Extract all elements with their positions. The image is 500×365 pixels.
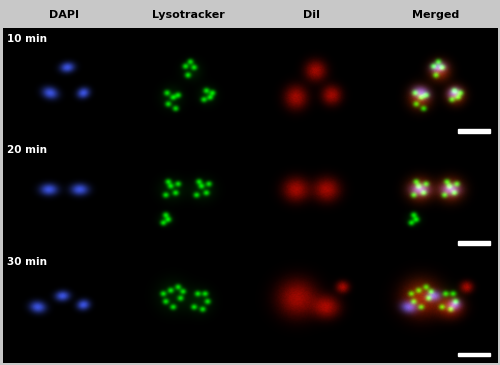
Bar (458, 353, 490, 357)
Text: Merged: Merged (412, 10, 459, 20)
Bar (458, 129, 490, 133)
Text: DiI: DiI (304, 10, 320, 20)
Text: Lysotracker: Lysotracker (152, 10, 224, 20)
Text: DAPI: DAPI (50, 10, 80, 20)
Text: 20 min: 20 min (8, 145, 48, 155)
Text: 30 min: 30 min (8, 257, 48, 267)
Bar (458, 241, 490, 245)
Text: 10 min: 10 min (8, 34, 48, 44)
